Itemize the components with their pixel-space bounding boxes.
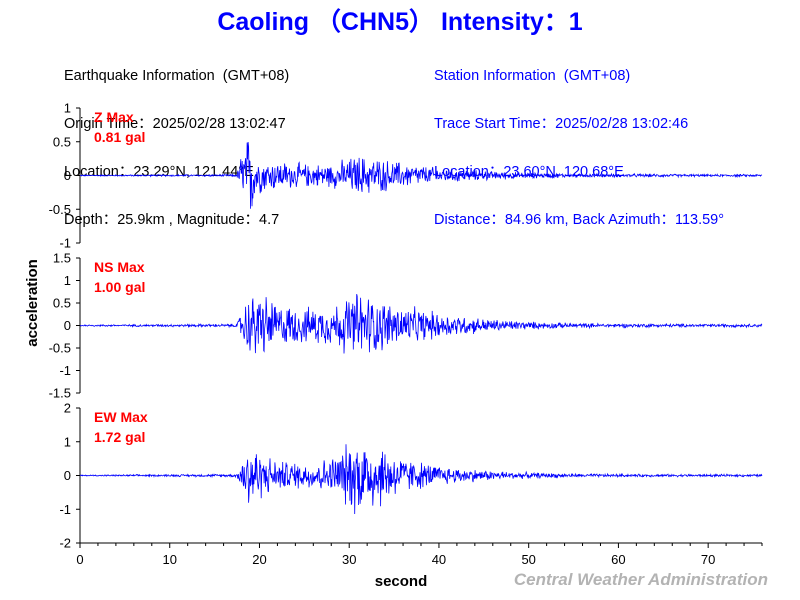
y-tick-label: 1 (64, 434, 71, 449)
y-tick-label: 1 (64, 273, 71, 288)
trace-start-time: Trace Start Time：2025/02/28 13:02:46 (434, 116, 689, 132)
y-tick-label: 2 (64, 401, 71, 416)
x-axis-label: second (375, 573, 428, 590)
y-tick-label: -0.5 (49, 341, 71, 356)
x-tick-label: 40 (432, 552, 446, 567)
y-tick-label: -1.5 (49, 386, 71, 401)
max-value-ew: 1.72 gal (94, 429, 145, 445)
component-label-z: Z Max (94, 109, 134, 125)
y-tick-label: -2 (59, 536, 71, 551)
y-tick-label: -1 (59, 502, 71, 517)
x-tick-label: 20 (252, 552, 266, 567)
y-tick-label: 0.5 (53, 134, 71, 149)
component-label-ns: NS Max (94, 259, 145, 275)
x-tick-label: 60 (611, 552, 625, 567)
x-tick-label: 0 (76, 552, 83, 567)
y-tick-label: 0 (64, 168, 71, 183)
y-axis-label: acceleration (24, 259, 41, 347)
y-tick-label: 1 (64, 101, 71, 116)
x-tick-label: 30 (342, 552, 356, 567)
depth-magnitude: Depth：25.9km , Magnitude：4.7 (64, 212, 280, 228)
trace-ew (79, 444, 763, 515)
component-label-ew: EW Max (94, 409, 148, 425)
max-value-z: 0.81 gal (94, 129, 145, 145)
station-info-heading: Station Information (GMT+08) (434, 68, 631, 84)
x-tick-label: 50 (521, 552, 535, 567)
y-tick-label: -0.5 (49, 202, 71, 217)
y-tick-label: -1 (59, 363, 71, 378)
x-tick-label: 70 (701, 552, 715, 567)
max-value-ns: 1.00 gal (94, 279, 145, 295)
y-tick-label: 0.5 (53, 296, 71, 311)
y-tick-label: -1 (59, 236, 71, 251)
x-tick-label: 10 (163, 552, 177, 567)
chart-title: Caoling （CHN5） Intensity：1 (217, 8, 583, 36)
y-tick-label: 1.5 (53, 251, 71, 266)
trace-ns (79, 294, 763, 354)
trace-z (79, 141, 763, 209)
earthquake-info-heading: Earthquake Information (GMT+08) (64, 68, 290, 84)
y-tick-label: 0 (64, 468, 71, 483)
y-tick-label: 0 (64, 318, 71, 333)
credit-text: Central Weather Administration (513, 570, 768, 589)
distance-azimuth: Distance：84.96 km, Back Azimuth：113.59° (434, 212, 725, 228)
origin-time: Origin Time：2025/02/28 13:02:47 (64, 116, 286, 132)
